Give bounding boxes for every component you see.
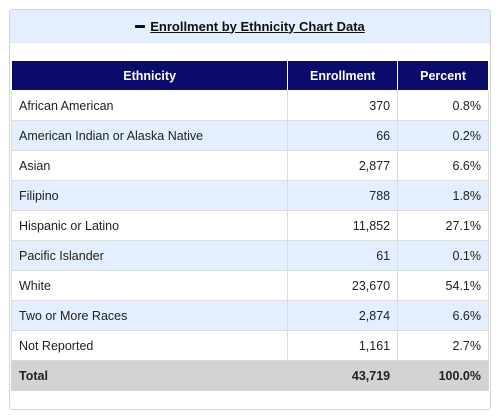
minus-icon xyxy=(135,24,146,28)
percent-cell: 6.6% xyxy=(397,150,489,181)
percent-cell: 54.1% xyxy=(397,270,489,301)
table-row: Hispanic or Latino 11,852 27.1% xyxy=(10,210,489,241)
ethnicity-cell: Not Reported xyxy=(10,330,289,361)
percent-cell: 0.8% xyxy=(397,90,489,121)
ethnicity-cell: Pacific Islander xyxy=(10,240,289,271)
table-row: Asian 2,877 6.6% xyxy=(10,150,489,181)
percent-cell: 0.2% xyxy=(397,120,489,151)
table-row: Two or More Races 2,874 6.6% xyxy=(10,300,489,331)
table-header-row: Ethnicity Enrollment Percent xyxy=(10,60,489,91)
enrollment-cell: 2,877 xyxy=(287,150,399,181)
enrollment-cell: 23,670 xyxy=(287,270,399,301)
table-row: African American 370 0.8% xyxy=(10,90,489,121)
panel-header: Enrollment by Ethnicity Chart Data xyxy=(10,10,490,43)
ethnicity-cell: American Indian or Alaska Native xyxy=(10,120,289,151)
table-row: American Indian or Alaska Native 66 0.2% xyxy=(10,120,489,151)
percent-cell: 2.7% xyxy=(397,330,489,361)
total-enrollment: 43,719 xyxy=(287,360,399,391)
column-header-percent: Percent xyxy=(397,60,489,91)
enrollment-cell: 11,852 xyxy=(287,210,399,241)
panel-title: Enrollment by Ethnicity Chart Data xyxy=(150,18,365,34)
percent-cell: 27.1% xyxy=(397,210,489,241)
percent-cell: 1.8% xyxy=(397,180,489,211)
enrollment-cell: 1,161 xyxy=(287,330,399,361)
column-header-enrollment: Enrollment xyxy=(287,60,399,91)
table-row: White 23,670 54.1% xyxy=(10,270,489,301)
collapse-toggle[interactable]: Enrollment by Ethnicity Chart Data xyxy=(135,19,365,34)
enrollment-cell: 370 xyxy=(287,90,399,121)
ethnicity-cell: Two or More Races xyxy=(10,300,289,331)
enrollment-cell: 788 xyxy=(287,180,399,211)
table-row: Filipino 788 1.8% xyxy=(10,180,489,211)
ethnicity-table: Ethnicity Enrollment Percent African Ame… xyxy=(10,60,489,391)
table-row: Pacific Islander 61 0.1% xyxy=(10,240,489,271)
total-row: Total 43,719 100.0% xyxy=(10,360,489,391)
total-label: Total xyxy=(10,360,289,391)
percent-cell: 0.1% xyxy=(397,240,489,271)
ethnicity-cell: Hispanic or Latino xyxy=(10,210,289,241)
ethnicity-cell: White xyxy=(10,270,289,301)
ethnicity-cell: Asian xyxy=(10,150,289,181)
table-row: Not Reported 1,161 2.7% xyxy=(10,330,489,361)
chart-data-panel: Enrollment by Ethnicity Chart Data Ethni… xyxy=(9,9,491,410)
percent-cell: 6.6% xyxy=(397,300,489,331)
enrollment-cell: 61 xyxy=(287,240,399,271)
enrollment-cell: 2,874 xyxy=(287,300,399,331)
ethnicity-cell: African American xyxy=(10,90,289,121)
total-percent: 100.0% xyxy=(397,360,489,391)
enrollment-cell: 66 xyxy=(287,120,399,151)
ethnicity-cell: Filipino xyxy=(10,180,289,211)
column-header-ethnicity: Ethnicity xyxy=(10,60,289,91)
